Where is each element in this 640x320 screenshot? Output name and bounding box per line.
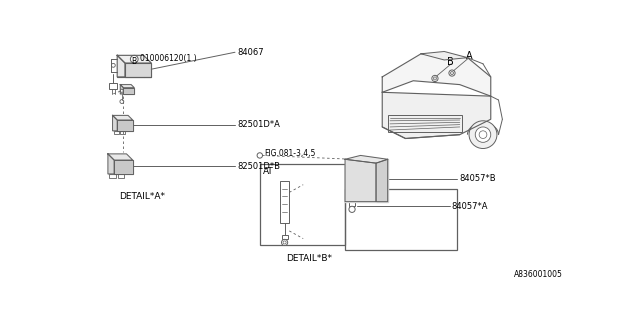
Bar (120, 131, 125, 134)
Polygon shape (120, 84, 134, 88)
Circle shape (432, 75, 438, 82)
Circle shape (282, 239, 288, 245)
Polygon shape (108, 154, 114, 174)
Polygon shape (120, 84, 124, 94)
Circle shape (111, 63, 115, 67)
Text: FIG.081-3,4,5: FIG.081-3,4,5 (264, 149, 316, 158)
Circle shape (349, 188, 353, 192)
Circle shape (366, 161, 371, 165)
Circle shape (283, 241, 286, 244)
Polygon shape (345, 159, 376, 202)
Bar (349, 202, 355, 206)
Polygon shape (382, 54, 491, 96)
Circle shape (349, 206, 355, 212)
Circle shape (451, 71, 454, 75)
Bar (118, 174, 124, 178)
Text: B: B (132, 57, 137, 66)
Circle shape (120, 89, 124, 92)
Text: DETAIL*B*: DETAIL*B* (287, 254, 332, 263)
Circle shape (479, 131, 487, 139)
Polygon shape (113, 116, 132, 120)
Circle shape (449, 70, 455, 76)
Polygon shape (114, 160, 132, 174)
Text: A: A (466, 51, 472, 61)
Polygon shape (376, 159, 388, 202)
Bar (109, 174, 116, 178)
Bar (345, 188, 458, 250)
Circle shape (352, 162, 356, 167)
Text: 010006120(1 ): 010006120(1 ) (140, 54, 196, 63)
Polygon shape (124, 88, 134, 94)
Text: 82501D*B: 82501D*B (237, 162, 280, 171)
Polygon shape (382, 92, 491, 139)
Bar (114, 131, 119, 134)
Polygon shape (117, 55, 151, 63)
Polygon shape (117, 120, 132, 131)
Bar (347, 172, 358, 194)
Text: A836001005: A836001005 (514, 270, 563, 279)
Polygon shape (125, 63, 151, 77)
Bar (282, 235, 288, 239)
Text: 84057*A: 84057*A (451, 202, 488, 211)
Circle shape (476, 127, 491, 142)
Text: 82501D*A: 82501D*A (237, 120, 280, 129)
Circle shape (120, 100, 124, 103)
Polygon shape (108, 154, 132, 160)
Circle shape (433, 77, 436, 80)
Text: DETAIL*A*: DETAIL*A* (119, 192, 165, 201)
Bar (260, 164, 345, 245)
Text: 84057*B: 84057*B (460, 174, 497, 183)
Circle shape (257, 153, 262, 158)
Circle shape (469, 121, 497, 148)
Bar (280, 181, 289, 223)
Polygon shape (117, 55, 125, 77)
Polygon shape (345, 156, 388, 163)
Text: B: B (447, 57, 454, 67)
Circle shape (131, 55, 138, 63)
Polygon shape (421, 52, 467, 60)
Text: AT: AT (263, 167, 274, 176)
Bar (109, 83, 117, 89)
Polygon shape (113, 116, 117, 131)
Bar (388, 116, 462, 132)
Text: 84067: 84067 (237, 48, 264, 57)
